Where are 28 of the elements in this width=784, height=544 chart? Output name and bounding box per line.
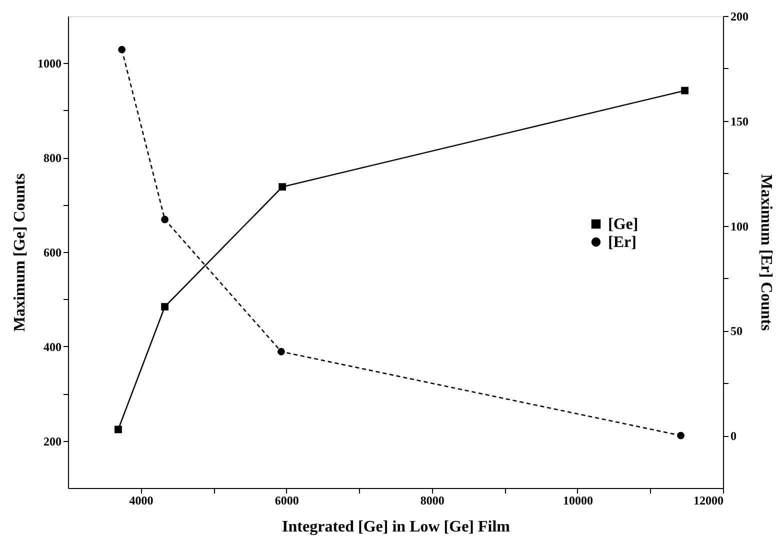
y2-tick-label: 150 <box>730 114 748 128</box>
y-tick-label: 1000 <box>38 56 62 71</box>
x-tick-label: 12000 <box>694 494 724 508</box>
point <box>677 432 684 440</box>
point <box>114 426 122 434</box>
y2-tick-label: 100 <box>730 219 748 234</box>
y-tick-label: 200 <box>44 434 62 448</box>
x-tick-label: 10000 <box>562 494 593 508</box>
legend-label: [Er] <box>608 234 636 251</box>
legend-label: [Ge] <box>608 216 638 233</box>
x-tick-label: 8000 <box>420 494 444 508</box>
y-axis-title: Maximum [Ge] Counts <box>12 173 28 332</box>
y2-tick-label: 50 <box>730 324 742 338</box>
x-tick-label: 4000 <box>129 494 154 508</box>
point <box>681 86 688 94</box>
point <box>118 46 126 54</box>
x-axis-title: Integrated [Ge] in Low [Ge] Film <box>282 518 511 536</box>
point <box>161 216 168 224</box>
y-tick-label: 600 <box>44 246 62 260</box>
point <box>278 348 285 356</box>
y2-tick-label: 0 <box>730 429 736 444</box>
y2-axis-title: Maximum [Er] Counts <box>758 174 774 331</box>
point <box>161 303 168 310</box>
y-tick-label: 400 <box>44 340 62 354</box>
y2-tick-label: 200 <box>730 10 748 24</box>
point <box>278 183 286 191</box>
x-tick-label: 6000 <box>274 494 299 508</box>
y-tick-label: 800 <box>44 151 62 166</box>
